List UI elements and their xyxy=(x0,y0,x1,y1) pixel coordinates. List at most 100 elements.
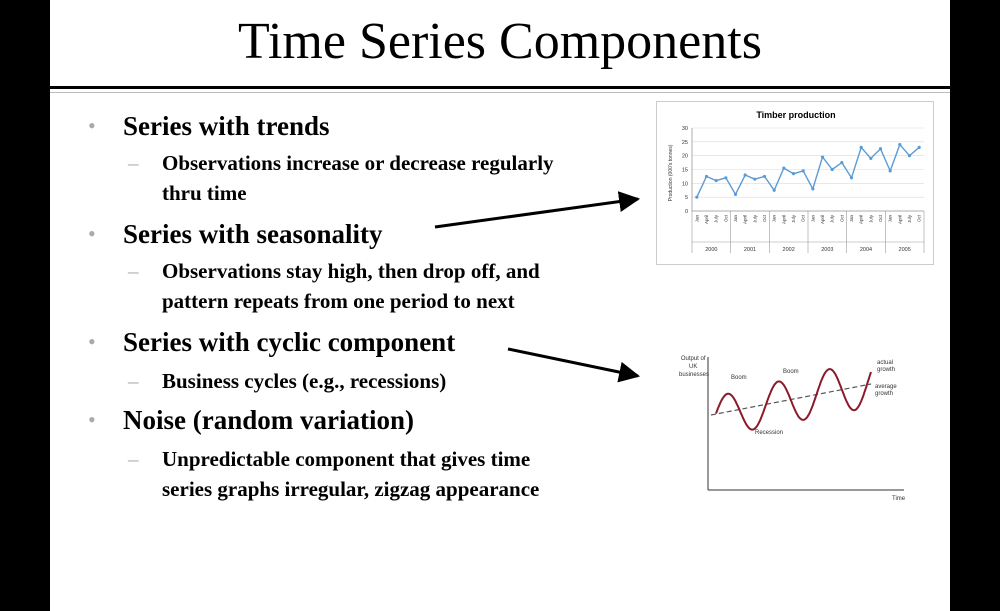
x-tick-label: Oct xyxy=(723,214,728,222)
year-label: 2001 xyxy=(744,247,756,253)
data-point xyxy=(743,173,747,177)
x-tick-label: April xyxy=(859,215,864,224)
actual-growth-line xyxy=(715,368,872,431)
data-point xyxy=(791,172,796,176)
arrow-to-cycle-chart xyxy=(507,347,641,383)
sub-text-line2: pattern repeats from one period to next xyxy=(162,289,515,313)
series-line xyxy=(696,143,920,198)
x-tick-label: July xyxy=(868,214,873,223)
x-tick-label: April xyxy=(820,215,825,224)
annotation-boom-1: Boom xyxy=(731,375,747,381)
business-cycle-chart: Output of UK businesses Time Boom Boom R… xyxy=(679,356,906,502)
annotation-boom-2: Boom xyxy=(783,369,799,375)
x-tick-label: Oct xyxy=(801,214,806,222)
data-point xyxy=(917,145,921,149)
data-point xyxy=(820,155,825,159)
bullet-dot: • xyxy=(88,113,96,138)
sub-text-line2: thru time xyxy=(162,181,247,205)
data-point xyxy=(714,178,718,183)
data-point xyxy=(898,143,902,147)
data-point xyxy=(849,176,854,180)
y-tick-label: 0 xyxy=(685,209,688,215)
year-label: 2000 xyxy=(705,247,717,253)
data-point xyxy=(869,156,873,161)
annotation-actual-growth: actual growth xyxy=(877,360,895,373)
data-point xyxy=(772,188,776,192)
year-label: 2002 xyxy=(783,247,795,253)
annotation-recession: Recession xyxy=(755,430,783,436)
sub-dash: – xyxy=(128,447,139,471)
data-point xyxy=(695,195,699,199)
chart-ylabel: Production (000's tonnes) xyxy=(668,144,674,201)
bullet-text: Series with cyclic component xyxy=(123,327,456,357)
data-point xyxy=(840,160,844,165)
sub-text-line1: Unpredictable component that gives time xyxy=(162,447,531,471)
data-point xyxy=(907,154,912,158)
bullet-dot: • xyxy=(88,407,96,432)
x-tick-label: July xyxy=(907,214,912,223)
data-point xyxy=(762,174,767,179)
y-tick-label: 20 xyxy=(682,154,688,160)
data-point xyxy=(753,177,757,181)
timber-production-chart: Timber production Production (000's tonn… xyxy=(656,101,934,265)
year-label: 2005 xyxy=(899,247,911,253)
x-tick-label: Jan xyxy=(772,215,777,223)
x-tick-label: April xyxy=(897,215,902,224)
year-label: 2003 xyxy=(821,247,833,253)
sub-text-line1: Observations increase or decrease regula… xyxy=(162,151,554,175)
title-rule xyxy=(50,86,950,89)
data-point xyxy=(704,174,709,179)
data-point xyxy=(733,192,738,196)
data-point xyxy=(724,176,728,180)
sub-dash: – xyxy=(128,259,139,283)
y-tick-label: 25 xyxy=(682,140,688,146)
data-point xyxy=(888,169,892,173)
slide-title: Time Series Components xyxy=(238,13,762,70)
x-tick-label: Oct xyxy=(762,214,767,222)
arrow-to-timber-chart xyxy=(434,191,641,229)
bullet-text: Noise (random variation) xyxy=(123,405,414,435)
data-point xyxy=(801,169,805,173)
x-tick-label: Jan xyxy=(849,215,854,223)
data-point xyxy=(878,147,883,151)
x-tick-label: July xyxy=(714,214,719,223)
sub-text-line1: Business cycles (e.g., recessions) xyxy=(162,369,447,393)
data-point xyxy=(859,145,863,149)
x-tick-label: Oct xyxy=(839,214,844,222)
sub-dash: – xyxy=(128,369,139,393)
data-point xyxy=(782,166,786,170)
x-tick-label: July xyxy=(752,214,757,223)
data-point xyxy=(811,187,815,191)
arrows-overlay xyxy=(434,191,641,383)
x-tick-label: April xyxy=(704,215,709,224)
chart-title: Timber production xyxy=(756,110,835,120)
bullet-text: Series with trends xyxy=(123,111,330,141)
sub-dash: – xyxy=(128,151,139,175)
y-tick-label: 5 xyxy=(685,195,688,201)
chart-border xyxy=(656,101,934,265)
x-tick-label: Oct xyxy=(878,214,883,222)
x-tick-label: July xyxy=(830,214,835,223)
x-tick-label: July xyxy=(791,214,796,223)
year-label: 2004 xyxy=(860,247,872,253)
bullet-dot: • xyxy=(88,329,96,354)
x-tick-label: Jan xyxy=(694,215,699,223)
x-tick-label: Jan xyxy=(810,215,815,223)
x-tick-label: Oct xyxy=(917,214,922,222)
bullet-dot: • xyxy=(88,221,96,246)
x-tick-label: April xyxy=(743,215,748,224)
cycle-ylabel: Output of UK businesses xyxy=(679,356,709,378)
bullet-text: Series with seasonality xyxy=(123,219,383,249)
sub-text-line1: Observations stay high, then drop off, a… xyxy=(162,259,540,283)
y-tick-label: 10 xyxy=(682,181,688,187)
cycle-xlabel: Time xyxy=(892,496,906,502)
x-tick-label: Jan xyxy=(888,215,893,223)
y-tick-label: 15 xyxy=(682,168,688,174)
x-tick-label: April xyxy=(781,215,786,224)
data-point xyxy=(830,167,834,172)
y-tick-label: 30 xyxy=(682,126,688,132)
slide: Time Series Components • Series with tre… xyxy=(50,0,950,611)
annotation-average-growth: average growth xyxy=(875,384,898,397)
title-rule-shadow xyxy=(50,92,950,93)
sub-text-line2: series graphs irregular, zigzag appearan… xyxy=(162,477,540,501)
